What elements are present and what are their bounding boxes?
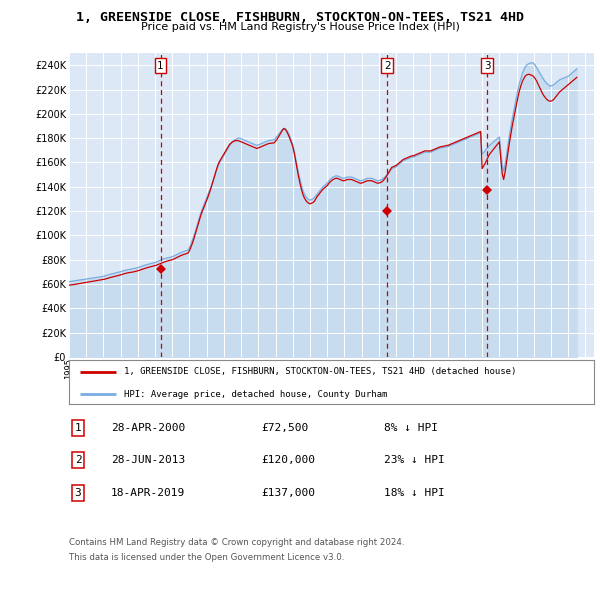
- Text: 18% ↓ HPI: 18% ↓ HPI: [384, 488, 445, 497]
- Text: £120,000: £120,000: [261, 455, 315, 465]
- Text: 8% ↓ HPI: 8% ↓ HPI: [384, 423, 438, 432]
- Text: Contains HM Land Registry data © Crown copyright and database right 2024.: Contains HM Land Registry data © Crown c…: [69, 538, 404, 547]
- Text: 28-APR-2000: 28-APR-2000: [111, 423, 185, 432]
- Text: 3: 3: [484, 61, 491, 71]
- Text: £137,000: £137,000: [261, 488, 315, 497]
- Text: 1: 1: [74, 423, 82, 432]
- Text: 1, GREENSIDE CLOSE, FISHBURN, STOCKTON-ON-TEES, TS21 4HD (detached house): 1, GREENSIDE CLOSE, FISHBURN, STOCKTON-O…: [124, 368, 517, 376]
- Text: HPI: Average price, detached house, County Durham: HPI: Average price, detached house, Coun…: [124, 390, 388, 399]
- Text: 1, GREENSIDE CLOSE, FISHBURN, STOCKTON-ON-TEES, TS21 4HD: 1, GREENSIDE CLOSE, FISHBURN, STOCKTON-O…: [76, 11, 524, 24]
- Text: 18-APR-2019: 18-APR-2019: [111, 488, 185, 497]
- Text: 3: 3: [74, 488, 82, 497]
- Text: This data is licensed under the Open Government Licence v3.0.: This data is licensed under the Open Gov…: [69, 553, 344, 562]
- Text: £72,500: £72,500: [261, 423, 308, 432]
- Text: Price paid vs. HM Land Registry's House Price Index (HPI): Price paid vs. HM Land Registry's House …: [140, 22, 460, 32]
- Text: 23% ↓ HPI: 23% ↓ HPI: [384, 455, 445, 465]
- Text: 2: 2: [74, 455, 82, 465]
- Text: 1: 1: [157, 61, 164, 71]
- Text: 28-JUN-2013: 28-JUN-2013: [111, 455, 185, 465]
- Text: 2: 2: [384, 61, 391, 71]
